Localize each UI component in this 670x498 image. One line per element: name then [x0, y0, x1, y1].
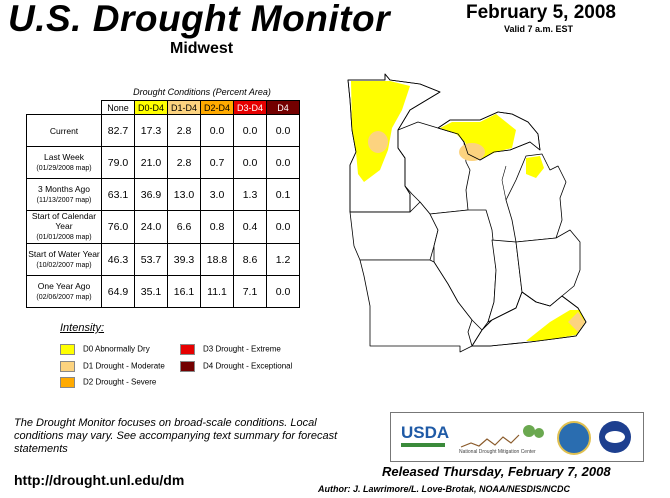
col-header-d4: D4 — [266, 100, 300, 115]
table-cell: 0.0 — [200, 114, 234, 147]
table-cell: 2.8 — [167, 146, 201, 179]
row-label: One Year Ago (02/06/2007 map) — [26, 275, 102, 308]
d0-area-kentucky — [526, 310, 585, 341]
table-cell: 76.0 — [101, 210, 135, 244]
table-cell: 0.0 — [233, 114, 267, 147]
legend-swatch — [60, 377, 75, 388]
row-label: Start of Calendar Year (01/01/2008 map) — [26, 210, 102, 244]
table-cell: 8.6 — [233, 243, 267, 276]
table-cell: 2.8 — [167, 114, 201, 147]
table-cell: 18.8 — [200, 243, 234, 276]
noaa-logo-inner — [605, 431, 625, 443]
drought-conditions-table: None D0-D4 D1-D4 D2-D4 D3-D4 D4 Current … — [26, 100, 300, 308]
table-cell: 7.1 — [233, 275, 267, 308]
doc-seal-icon — [557, 421, 591, 455]
legend-swatch — [180, 361, 195, 372]
table-cell: 16.1 — [167, 275, 201, 308]
col-header-d2-d4: D2-D4 — [200, 100, 234, 115]
col-header-d1-d4: D1-D4 — [167, 100, 201, 115]
table-cell: 13.0 — [167, 178, 201, 211]
table-cell: 3.0 — [200, 178, 234, 211]
main-title: U.S. Drought Monitor — [8, 0, 390, 39]
ndmc-logo-text: National Drought Mitigation Center — [459, 449, 536, 455]
legend-item-d1: D1 Drought - Moderate — [60, 361, 165, 372]
table-row: 3 Months Ago (11/13/2007 map) 63.1 36.9 1… — [26, 178, 300, 211]
table-cell: 36.9 — [134, 178, 168, 211]
table-row: Current 82.7 17.3 2.8 0.0 0.0 0.0 — [26, 114, 300, 147]
table-cell: 17.3 — [134, 114, 168, 147]
row-label: 3 Months Ago (11/13/2007 map) — [26, 178, 102, 211]
table-cell: 53.7 — [134, 243, 168, 276]
d0-area-michigan-up — [440, 114, 516, 159]
table-cell: 0.7 — [200, 146, 234, 179]
d0-area-michigan-tip — [526, 156, 544, 178]
lake-michigan-shore — [501, 165, 507, 201]
drought-map — [347, 73, 587, 353]
row-label: Last Week (01/29/2008 map) — [26, 146, 102, 179]
d1-area-kentucky — [568, 312, 585, 332]
valid-time: Valid 7 a.m. EST — [504, 24, 574, 34]
d1-area-michigan-up — [459, 143, 485, 161]
row-label: Start of Water Year (10/02/2007 map) — [26, 243, 102, 276]
table-cell: 0.0 — [266, 275, 300, 308]
legend-swatch — [60, 344, 75, 355]
table-cell: 0.0 — [266, 210, 300, 244]
table-cell: 0.1 — [266, 178, 300, 211]
legend-title: Intensity: — [60, 322, 105, 334]
table-row: Start of Calendar Year (01/01/2008 map) 7… — [26, 210, 300, 244]
footer-note: The Drought Monitor focuses on broad-sca… — [14, 417, 338, 455]
table-cell: 6.6 — [167, 210, 201, 244]
table-cell: 1.2 — [266, 243, 300, 276]
map-date: February 5, 2008 — [466, 2, 616, 23]
logo-box: USDA National Drought Mitigation Center — [390, 412, 644, 462]
table-cell: 0.4 — [233, 210, 267, 244]
table-cell: 46.3 — [101, 243, 135, 276]
legend-item-d3: D3 Drought - Extreme — [180, 344, 281, 355]
table-cell: 1.3 — [233, 178, 267, 211]
table-row: One Year Ago (02/06/2007 map) 64.9 35.1 1… — [26, 275, 300, 308]
release-date: Released Thursday, February 7, 2008 — [382, 464, 611, 479]
col-header-d3-d4: D3-D4 — [233, 100, 267, 115]
table-cell: 64.9 — [101, 275, 135, 308]
header-blank — [27, 101, 102, 115]
table-cell: 63.1 — [101, 178, 135, 211]
table-cell: 11.1 — [200, 275, 234, 308]
legend-swatch — [60, 361, 75, 372]
row-label: Current — [26, 114, 102, 147]
table-cell: 24.0 — [134, 210, 168, 244]
usda-logo: USDA — [401, 423, 450, 442]
usda-logo-bar — [401, 443, 445, 447]
legend-item-d4: D4 Drought - Exceptional — [180, 361, 292, 372]
table-caption: Drought Conditions (Percent Area) — [133, 87, 271, 97]
table-cell: 79.0 — [101, 146, 135, 179]
region-title: Midwest — [170, 40, 234, 57]
legend-item-d0: D0 Abnormally Dry — [60, 344, 150, 355]
table-cell: 0.8 — [200, 210, 234, 244]
table-cell: 82.7 — [101, 114, 135, 147]
d1-area-minnesota — [368, 131, 388, 153]
ndmc-logo: National Drought Mitigation Center — [459, 421, 549, 455]
noaa-logo-icon — [599, 421, 631, 453]
legend-swatch — [180, 344, 195, 355]
table-cell: 0.0 — [266, 146, 300, 179]
table-header-row: None D0-D4 D1-D4 D2-D4 D3-D4 D4 — [27, 100, 300, 115]
col-header-d0-d4: D0-D4 — [134, 100, 168, 115]
ndmc-logo-graphic — [460, 425, 544, 448]
table-cell: 39.3 — [167, 243, 201, 276]
table-cell: 21.0 — [134, 146, 168, 179]
state-missouri — [359, 259, 473, 353]
col-header-none: None — [101, 100, 135, 115]
table-cell: 35.1 — [134, 275, 168, 308]
author-credit: Author: J. Lawrimore/L. Love-Brotak, NOA… — [318, 484, 571, 494]
table-row: Start of Water Year (10/02/2007 map) 46.3… — [26, 243, 300, 276]
table-row: Last Week (01/29/2008 map) 79.0 21.0 2.8 … — [26, 146, 300, 179]
table-cell: 0.0 — [266, 114, 300, 147]
legend-item-d2: D2 Drought - Severe — [60, 377, 156, 388]
table-cell: 0.0 — [233, 146, 267, 179]
drought-url-link[interactable]: http://drought.unl.edu/dm — [14, 472, 185, 488]
